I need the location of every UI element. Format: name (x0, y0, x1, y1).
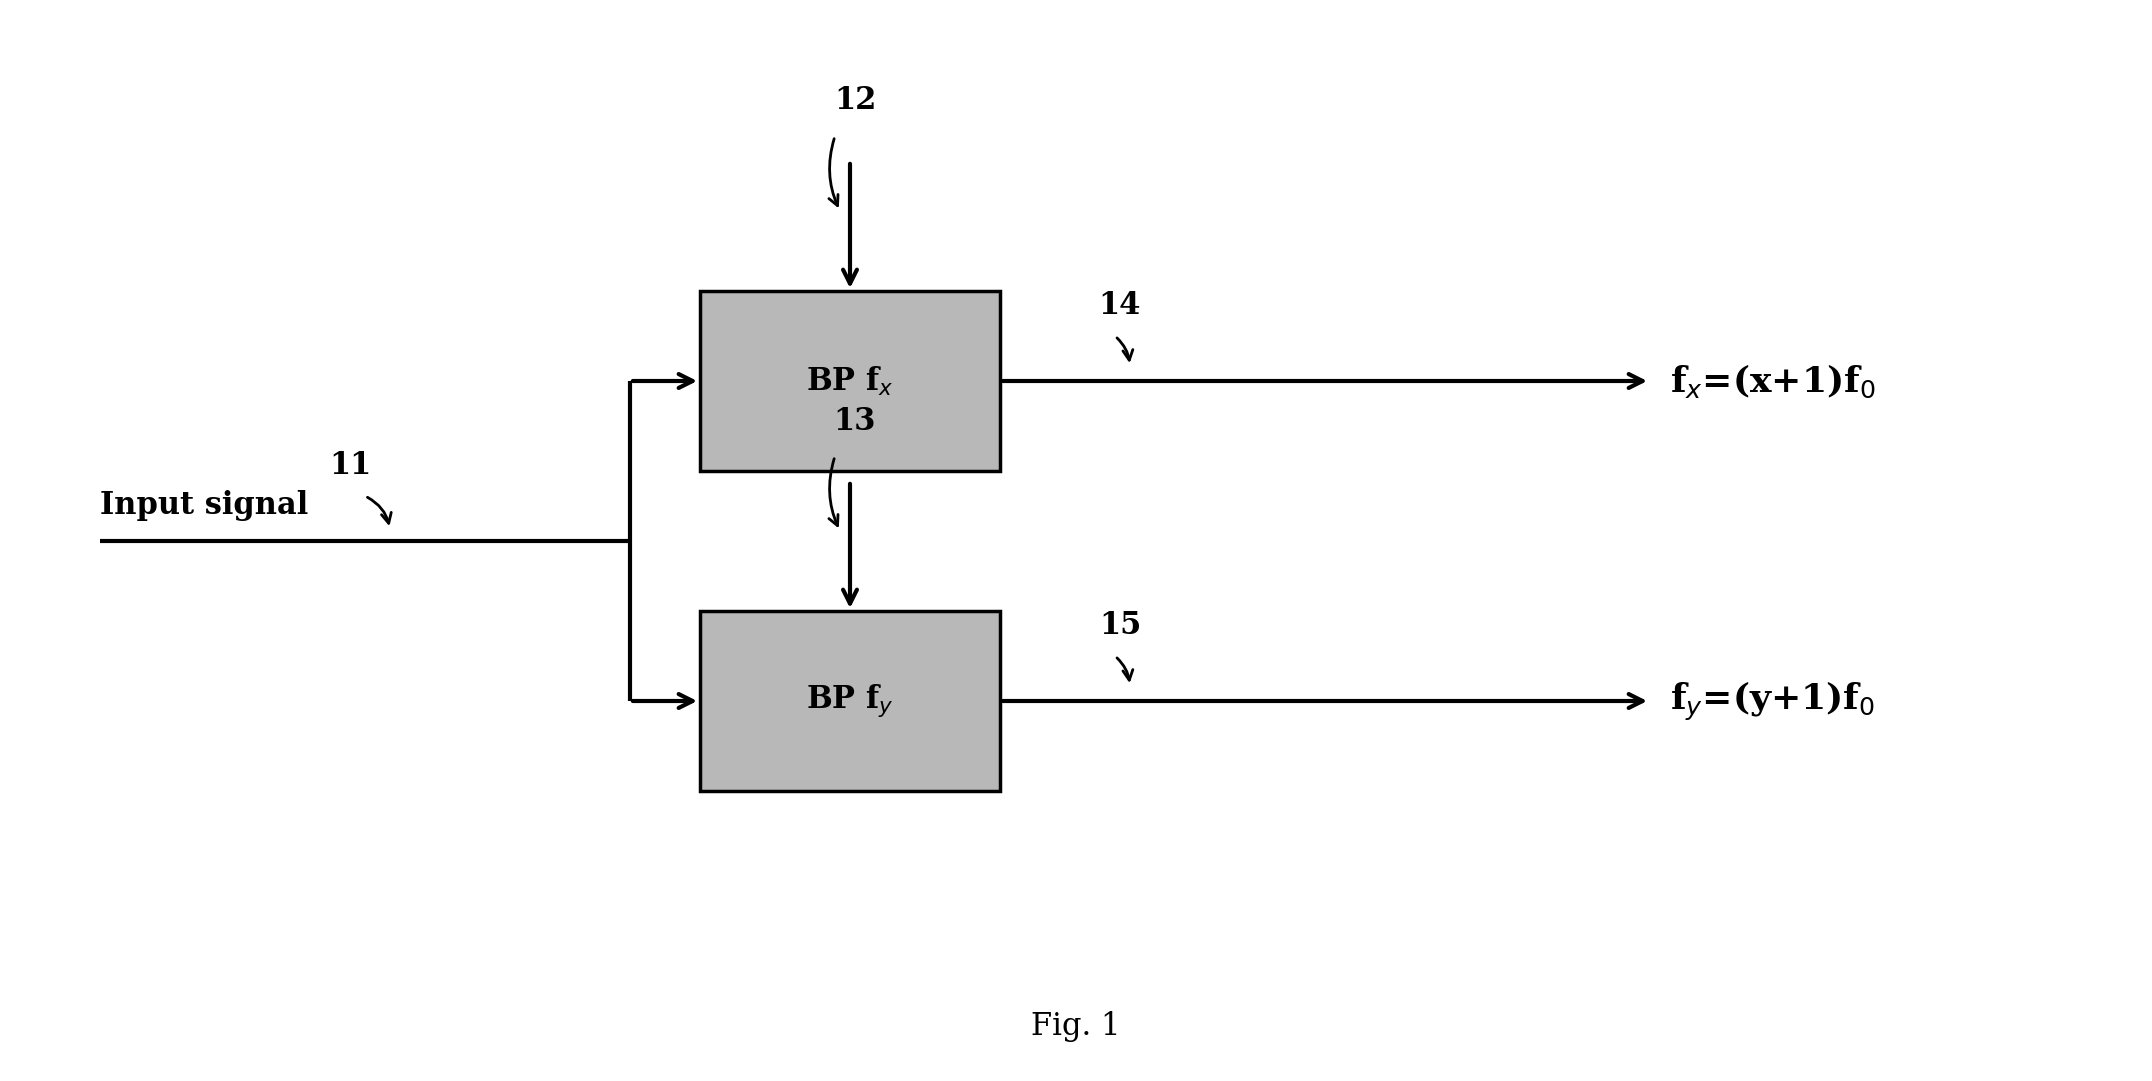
Text: Input signal: Input signal (99, 490, 308, 521)
Text: 11: 11 (329, 451, 370, 481)
Text: f$_{x}$=(x+1)f$_{0}$: f$_{x}$=(x+1)f$_{0}$ (1670, 362, 1877, 400)
Text: 12: 12 (833, 85, 876, 117)
Text: Fig. 1: Fig. 1 (1031, 1011, 1121, 1041)
Text: BP f$_{x}$: BP f$_{x}$ (807, 364, 893, 398)
Text: 14: 14 (1100, 291, 1141, 321)
Text: 13: 13 (833, 405, 876, 437)
Bar (699, 611, 1001, 791)
Text: 15: 15 (1100, 611, 1141, 641)
Text: f$_{y}$=(y+1)f$_{0}$: f$_{y}$=(y+1)f$_{0}$ (1670, 680, 1874, 722)
Bar (699, 291, 1001, 471)
Text: BP f$_{y}$: BP f$_{y}$ (807, 682, 893, 720)
